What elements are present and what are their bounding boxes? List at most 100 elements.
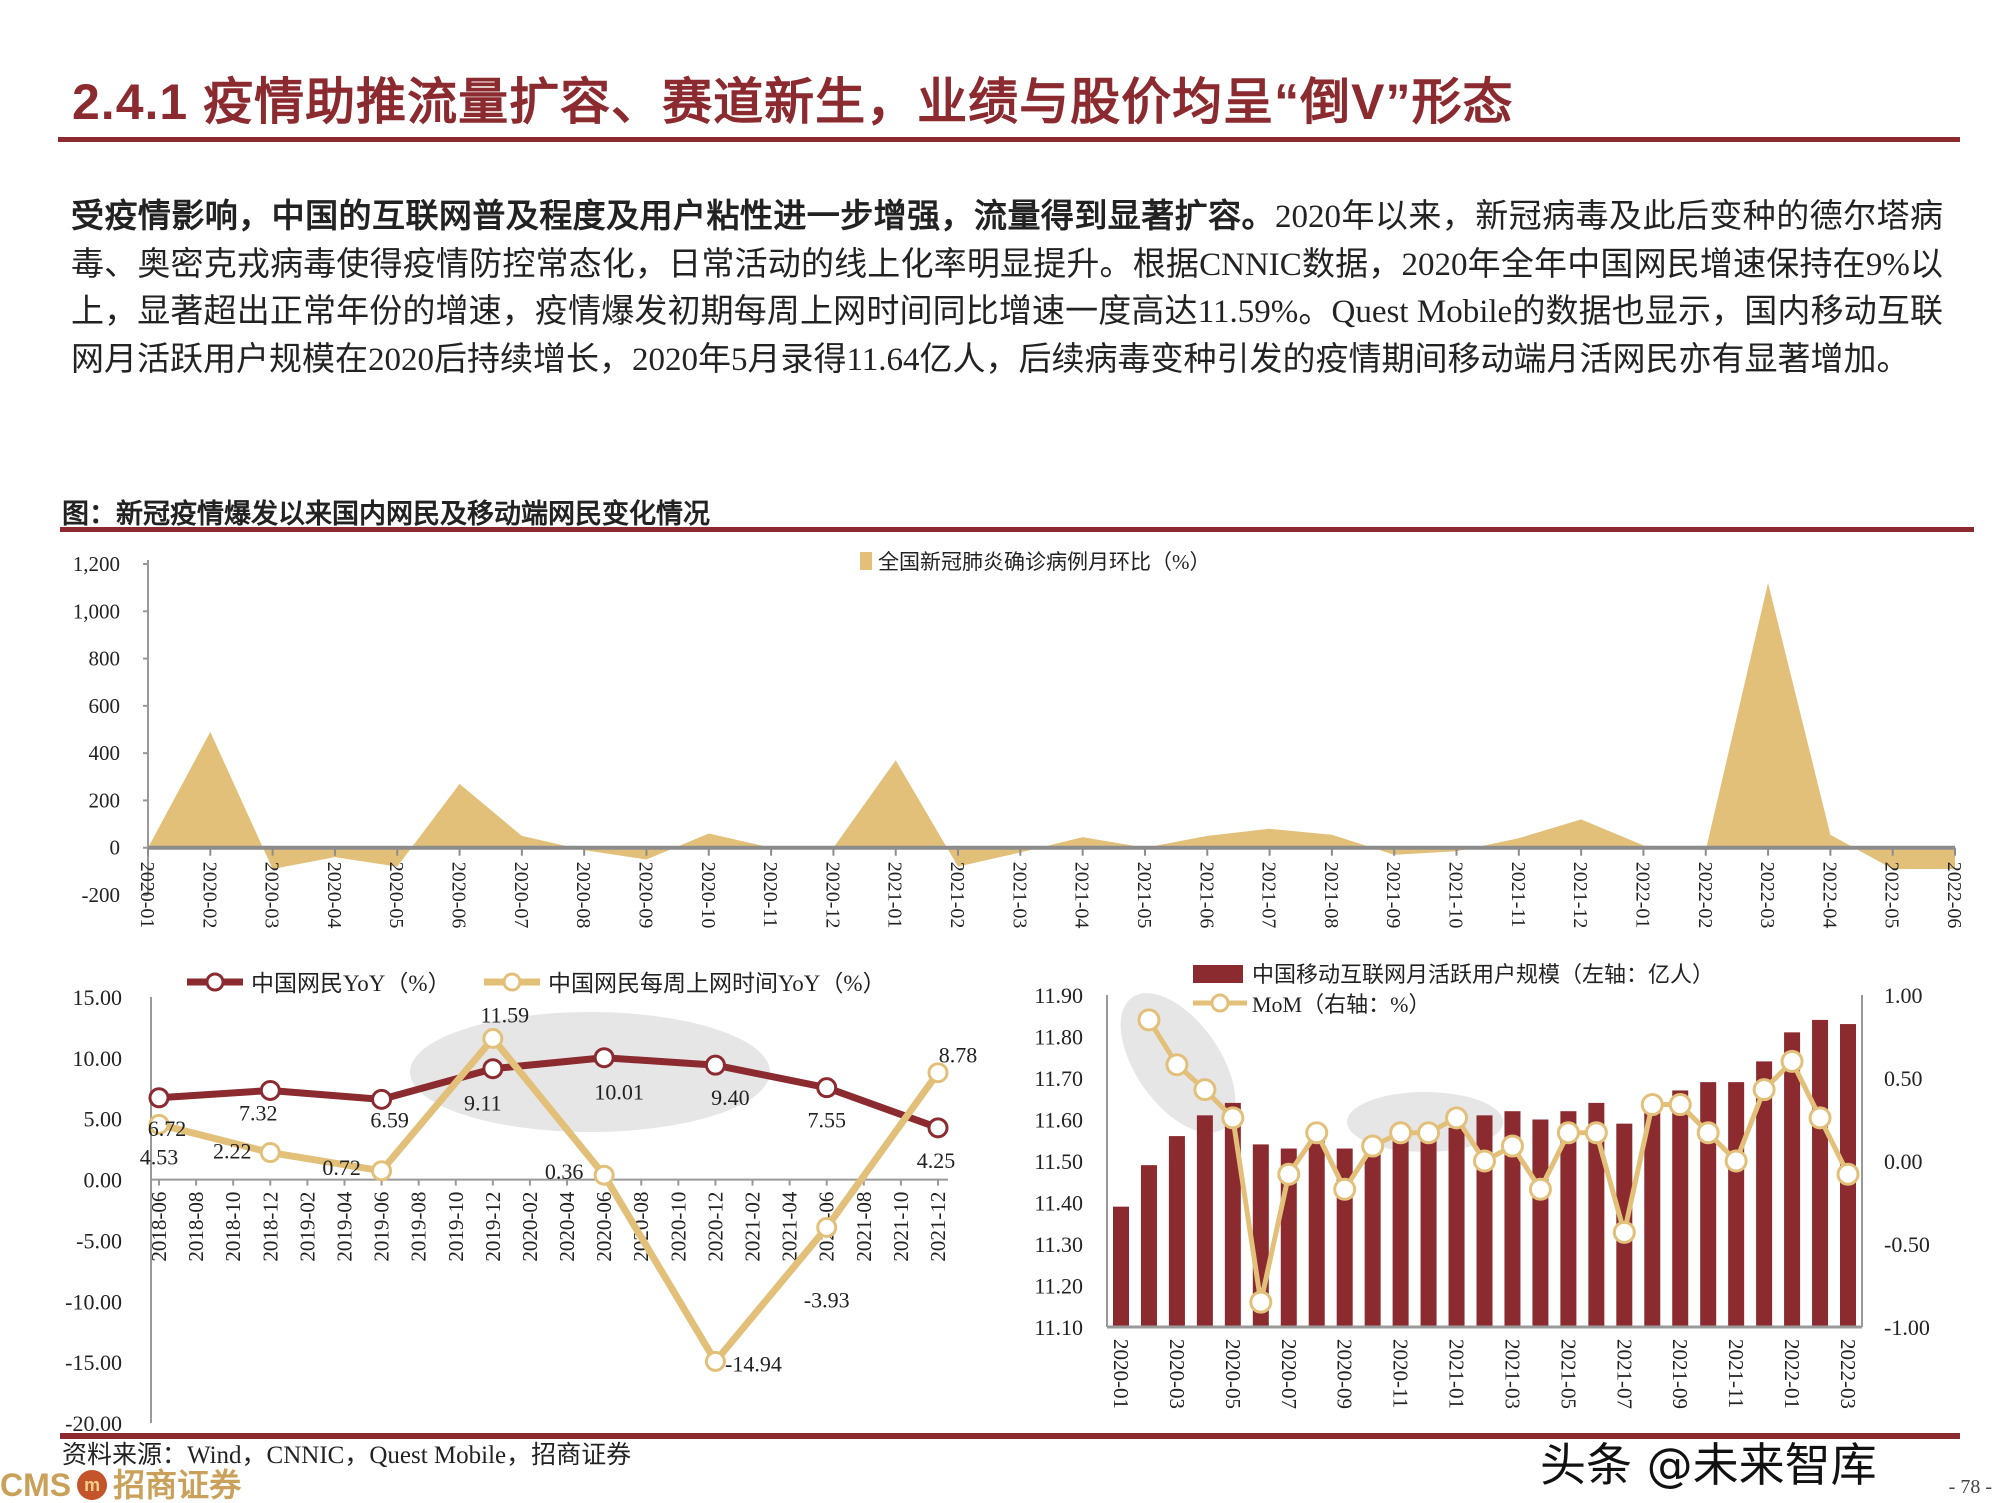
x-tick-label: 2022-06	[1943, 862, 1965, 929]
legend-swatch	[1193, 965, 1243, 983]
company-logo: CMS m 招商证券	[0, 1470, 241, 1500]
y-tick-label-right: -1.00	[1884, 1315, 1930, 1340]
logo-text: CMS	[0, 1470, 71, 1500]
legend-label: MoM（右轴：%）	[1252, 992, 1430, 1017]
data-point	[818, 1079, 836, 1097]
y-tick-label: 0	[110, 836, 121, 860]
chart-mobile-mau: 11.9011.8011.7011.6011.5011.4011.3011.20…	[1034, 962, 1930, 1409]
y-tick-label-right: 0.50	[1884, 1066, 1923, 1091]
data-label: 6.59	[370, 1107, 409, 1132]
data-point	[1475, 1151, 1495, 1171]
y-tick-label: 1,200	[73, 552, 120, 576]
data-point	[1614, 1222, 1634, 1242]
data-label: 9.11	[464, 1091, 502, 1116]
data-point	[1335, 1179, 1355, 1199]
x-tick-label: 2022-03	[1756, 862, 1778, 929]
y-tick-label-left: 11.60	[1034, 1108, 1083, 1133]
area-series	[148, 583, 1955, 869]
x-tick-label: 2020-08	[572, 862, 594, 929]
data-label: 11.59	[481, 1003, 530, 1028]
bar	[1309, 1140, 1325, 1327]
data-point	[1530, 1179, 1550, 1199]
x-tick-label: 2020-01	[1109, 1339, 1133, 1409]
x-tick-label: 2020-06	[448, 862, 470, 929]
bar	[1141, 1165, 1157, 1327]
legend-marker	[207, 974, 223, 990]
y-tick-label-left: 11.50	[1034, 1149, 1083, 1174]
bar	[1812, 1020, 1828, 1327]
data-point	[1698, 1123, 1718, 1143]
x-tick-label: 2021-12	[1569, 862, 1591, 929]
data-point	[1447, 1108, 1467, 1128]
data-point	[1838, 1164, 1858, 1184]
data-label: 4.25	[917, 1148, 956, 1173]
chart-netizen-yoy: 15.0010.005.000.00-5.00-10.00-15.00-20.0…	[65, 971, 977, 1436]
y-tick-label: 0.00	[84, 1168, 123, 1193]
x-tick-label: 2019-12	[481, 1192, 505, 1262]
x-tick-label: 2018-12	[258, 1192, 282, 1262]
x-tick-label: 2021-11	[1724, 1339, 1748, 1408]
data-point	[150, 1089, 168, 1107]
x-tick-label: 2022-05	[1881, 862, 1903, 929]
x-tick-label: 2020-10	[666, 1192, 690, 1262]
data-label: 0.36	[545, 1159, 584, 1184]
data-point	[818, 1218, 836, 1236]
x-tick-label: 2020-03	[1165, 1339, 1189, 1409]
y-tick-label-right: -0.50	[1884, 1232, 1930, 1257]
x-tick-label: 2021-03	[1500, 1339, 1524, 1409]
x-tick-label: 2018-10	[221, 1192, 245, 1262]
y-tick-label: 400	[89, 741, 121, 765]
data-point	[261, 1081, 279, 1099]
x-tick-label: 2021-08	[1320, 862, 1342, 929]
data-label: 2.22	[213, 1139, 252, 1164]
x-tick-label: 2022-01	[1631, 862, 1653, 929]
data-point	[929, 1119, 947, 1137]
x-tick-label: 2021-12	[926, 1192, 950, 1262]
bar	[1672, 1090, 1688, 1327]
bar	[1477, 1115, 1493, 1327]
x-tick-label: 2020-11	[759, 862, 781, 928]
x-tick-label: 2022-02	[1694, 862, 1716, 929]
y-tick-label-left: 11.20	[1034, 1274, 1083, 1299]
data-label: 9.40	[711, 1085, 750, 1110]
x-tick-label: 2019-06	[370, 1192, 394, 1262]
data-point	[1586, 1123, 1606, 1143]
data-point	[1391, 1123, 1411, 1143]
x-tick-label: 2020-02	[198, 862, 220, 929]
x-tick-label: 2020-06	[592, 1192, 616, 1262]
x-tick-label: 2020-07	[1277, 1339, 1301, 1409]
data-point	[1363, 1136, 1383, 1156]
x-tick-label: 2020-10	[697, 862, 719, 929]
x-tick-label: 2020-03	[261, 862, 283, 929]
data-point	[1754, 1080, 1774, 1100]
x-tick-label: 2021-02	[741, 1192, 765, 1262]
data-point	[1502, 1136, 1522, 1156]
x-tick-label: 2019-10	[444, 1192, 468, 1262]
bar	[1421, 1140, 1437, 1327]
data-point	[595, 1166, 613, 1184]
data-label: -3.93	[804, 1287, 850, 1312]
data-point	[706, 1352, 724, 1370]
data-point	[1139, 1010, 1159, 1030]
legend-marker	[504, 974, 520, 990]
x-tick-label: 2020-09	[1333, 1339, 1357, 1409]
data-point	[1251, 1292, 1271, 1312]
data-point	[1167, 1055, 1187, 1075]
x-tick-label: 2020-02	[518, 1192, 542, 1262]
y-tick-label-left: 11.70	[1034, 1066, 1083, 1091]
x-tick-label: 2021-09	[1668, 1339, 1692, 1409]
bar	[1700, 1082, 1716, 1327]
x-tick-label: 2021-01	[884, 862, 906, 929]
x-tick-label: 2022-01	[1780, 1339, 1804, 1409]
x-tick-label: 2020-01	[136, 862, 158, 929]
y-tick-label: -200	[82, 883, 121, 907]
data-label: 10.01	[594, 1080, 644, 1105]
data-point	[1558, 1123, 1578, 1143]
x-tick-label: 2021-11	[1507, 862, 1529, 928]
bar	[1113, 1207, 1129, 1327]
data-label: 6.72	[148, 1116, 187, 1141]
data-point	[1642, 1095, 1662, 1115]
bar	[1728, 1082, 1744, 1327]
